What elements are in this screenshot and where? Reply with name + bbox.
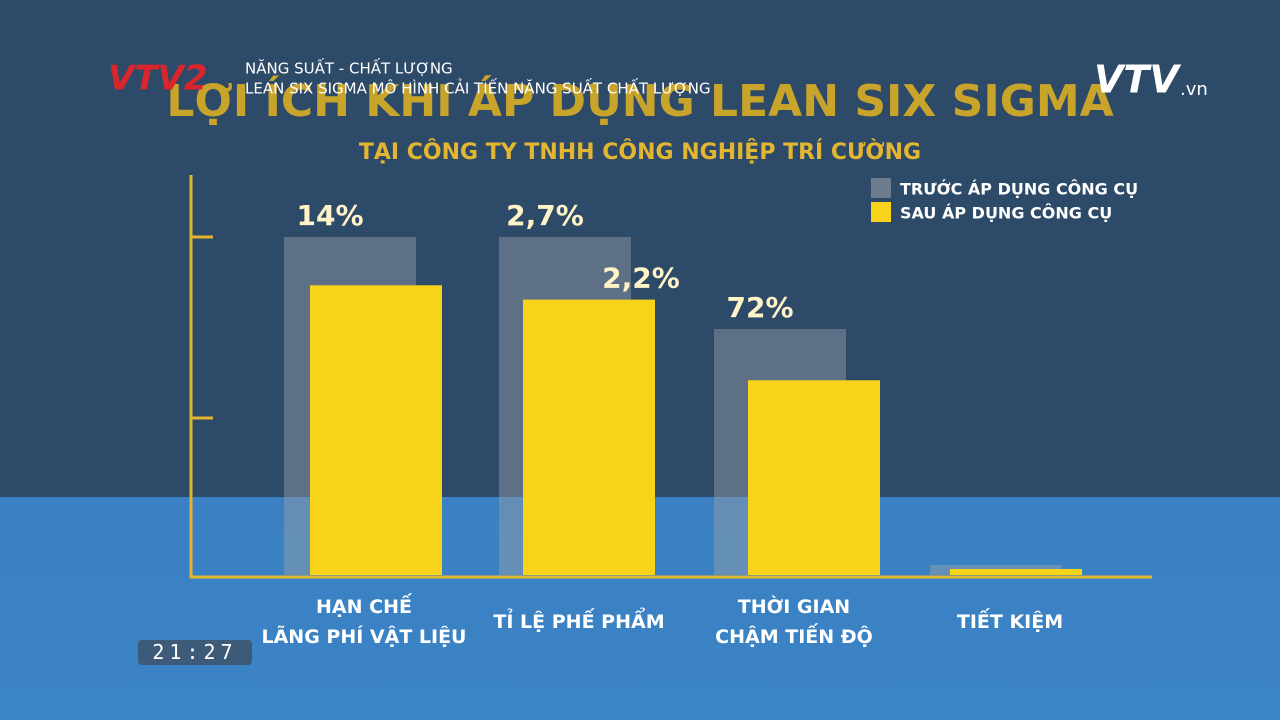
watermark: VTV: [1094, 58, 1181, 102]
chart-title: LỢI ÍCH KHI ÁP DỤNG LEAN SIX SIGMA: [166, 74, 1113, 127]
bar: [950, 569, 1082, 575]
bar: [748, 380, 880, 575]
watermark-suffix: .vn: [1180, 79, 1208, 100]
chart-subtitle: TẠI CÔNG TY TNHH CÔNG NGHIỆP TRÍ CƯỜNG: [359, 138, 921, 165]
channel-logo: VTV2: [108, 59, 207, 99]
legend-swatch: [871, 202, 891, 222]
x-tick-label: TỈ LỆ PHẾ PHẨM: [493, 611, 665, 633]
episode-name: LEAN SIX SIGMA MÔ HÌNH CẢI TIẾN NĂNG SUẤ…: [245, 77, 711, 98]
clock: 21:27: [138, 640, 252, 665]
value-label: 72%: [726, 291, 793, 324]
x-tick-label: THỜI GIAN CHẬM TIẾN ĐỘ: [715, 596, 873, 648]
value-label: 14%: [296, 199, 363, 232]
legend-swatch: [871, 178, 891, 198]
program-name: NĂNG SUẤT - CHẤT LƯỢNG: [245, 57, 453, 78]
legend-label: SAU ÁP DỤNG CÔNG CỤ: [900, 204, 1112, 223]
value-label: 2,2%: [602, 262, 680, 295]
value-label: 2,7%: [506, 199, 584, 232]
x-tick-label: TIẾT KIỆM: [956, 611, 1064, 633]
bar: [310, 285, 442, 575]
x-tick-label: HẠN CHẾ LÃNG PHÍ VẬT LIỆU: [261, 596, 467, 648]
bar: [523, 299, 655, 575]
legend-label: TRƯỚC ÁP DỤNG CÔNG CỤ: [900, 180, 1138, 199]
